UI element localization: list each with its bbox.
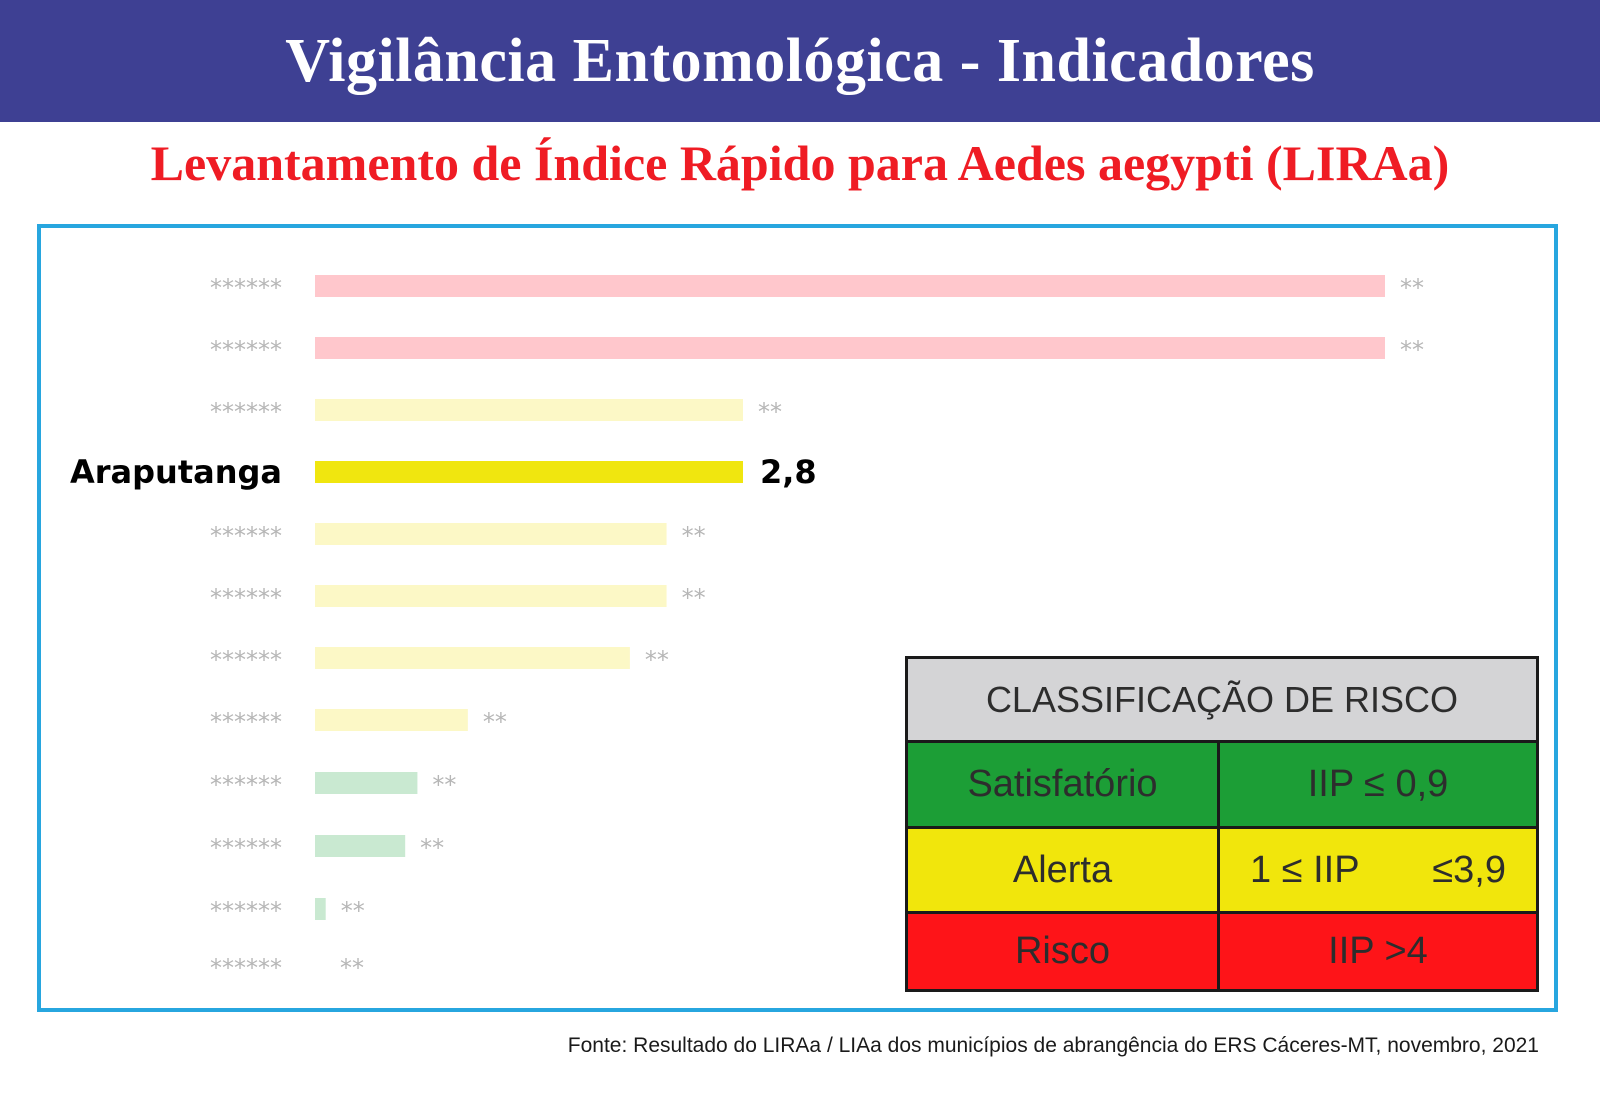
category-label-5: ****** bbox=[210, 584, 282, 612]
risk-name-alerta: Alerta bbox=[908, 829, 1220, 914]
page-title: Vigilância Entomológica - Indicadores bbox=[285, 26, 1315, 95]
bar-2 bbox=[315, 399, 743, 421]
bar-3 bbox=[315, 461, 743, 483]
bar-0 bbox=[315, 275, 1385, 297]
bar-8 bbox=[315, 772, 418, 794]
risk-rule-alerta-upper: ≤3,9 bbox=[1432, 848, 1506, 891]
value-label-9: ** bbox=[420, 834, 444, 862]
bar-4 bbox=[315, 523, 667, 545]
bar-9 bbox=[315, 835, 406, 857]
value-label-8: ** bbox=[432, 771, 456, 799]
category-label-0: ****** bbox=[210, 274, 282, 302]
bar-1 bbox=[315, 337, 1385, 359]
chart-subtitle: Levantamento de Índice Rápido para Aedes… bbox=[150, 135, 1450, 191]
value-label-2: ** bbox=[758, 398, 782, 426]
value-label-7: ** bbox=[483, 708, 507, 736]
risk-rule-alerta: 1 ≤ IIP ≤3,9 bbox=[1220, 829, 1536, 914]
category-label-8: ****** bbox=[210, 771, 282, 799]
risk-rule-satisfatorio: IIP ≤ 0,9 bbox=[1220, 743, 1536, 829]
source-note: Fonte: Resultado do LIRAa / LIAa dos mun… bbox=[567, 1034, 1539, 1057]
value-label-6: ** bbox=[645, 646, 669, 674]
risk-name-risco: Risco bbox=[908, 914, 1220, 989]
risk-rule-risco: IIP >4 bbox=[1220, 914, 1536, 989]
bar-6 bbox=[315, 647, 630, 669]
category-label-11: ****** bbox=[210, 954, 282, 982]
bar-5 bbox=[315, 585, 667, 607]
value-label-10: ** bbox=[341, 897, 365, 925]
bar-10 bbox=[315, 898, 326, 920]
category-label-7: ****** bbox=[210, 708, 282, 736]
value-label-3: 2,8 bbox=[760, 453, 817, 491]
header-banner: Vigilância Entomológica - Indicadores bbox=[0, 0, 1600, 122]
category-label-9: ****** bbox=[210, 834, 282, 862]
risk-rule-alerta-lower: 1 ≤ IIP bbox=[1250, 848, 1360, 891]
value-label-1: ** bbox=[1400, 336, 1424, 364]
risk-table-title: CLASSIFICAÇÃO DE RISCO bbox=[908, 659, 1536, 743]
value-label-4: ** bbox=[682, 522, 706, 550]
category-label-2: ****** bbox=[210, 398, 282, 426]
risk-name-satisfatorio: Satisfatório bbox=[908, 743, 1220, 829]
category-label-1: ****** bbox=[210, 336, 282, 364]
risk-classification-table: CLASSIFICAÇÃO DE RISCO Satisfatório IIP … bbox=[905, 656, 1539, 992]
value-label-11: ** bbox=[340, 954, 364, 982]
bar-7 bbox=[315, 709, 468, 731]
category-label-10: ****** bbox=[210, 897, 282, 925]
category-label-6: ****** bbox=[210, 646, 282, 674]
category-label-3: Araputanga bbox=[70, 453, 282, 491]
category-label-4: ****** bbox=[210, 522, 282, 550]
value-label-5: ** bbox=[682, 584, 706, 612]
value-label-0: ** bbox=[1400, 274, 1424, 302]
